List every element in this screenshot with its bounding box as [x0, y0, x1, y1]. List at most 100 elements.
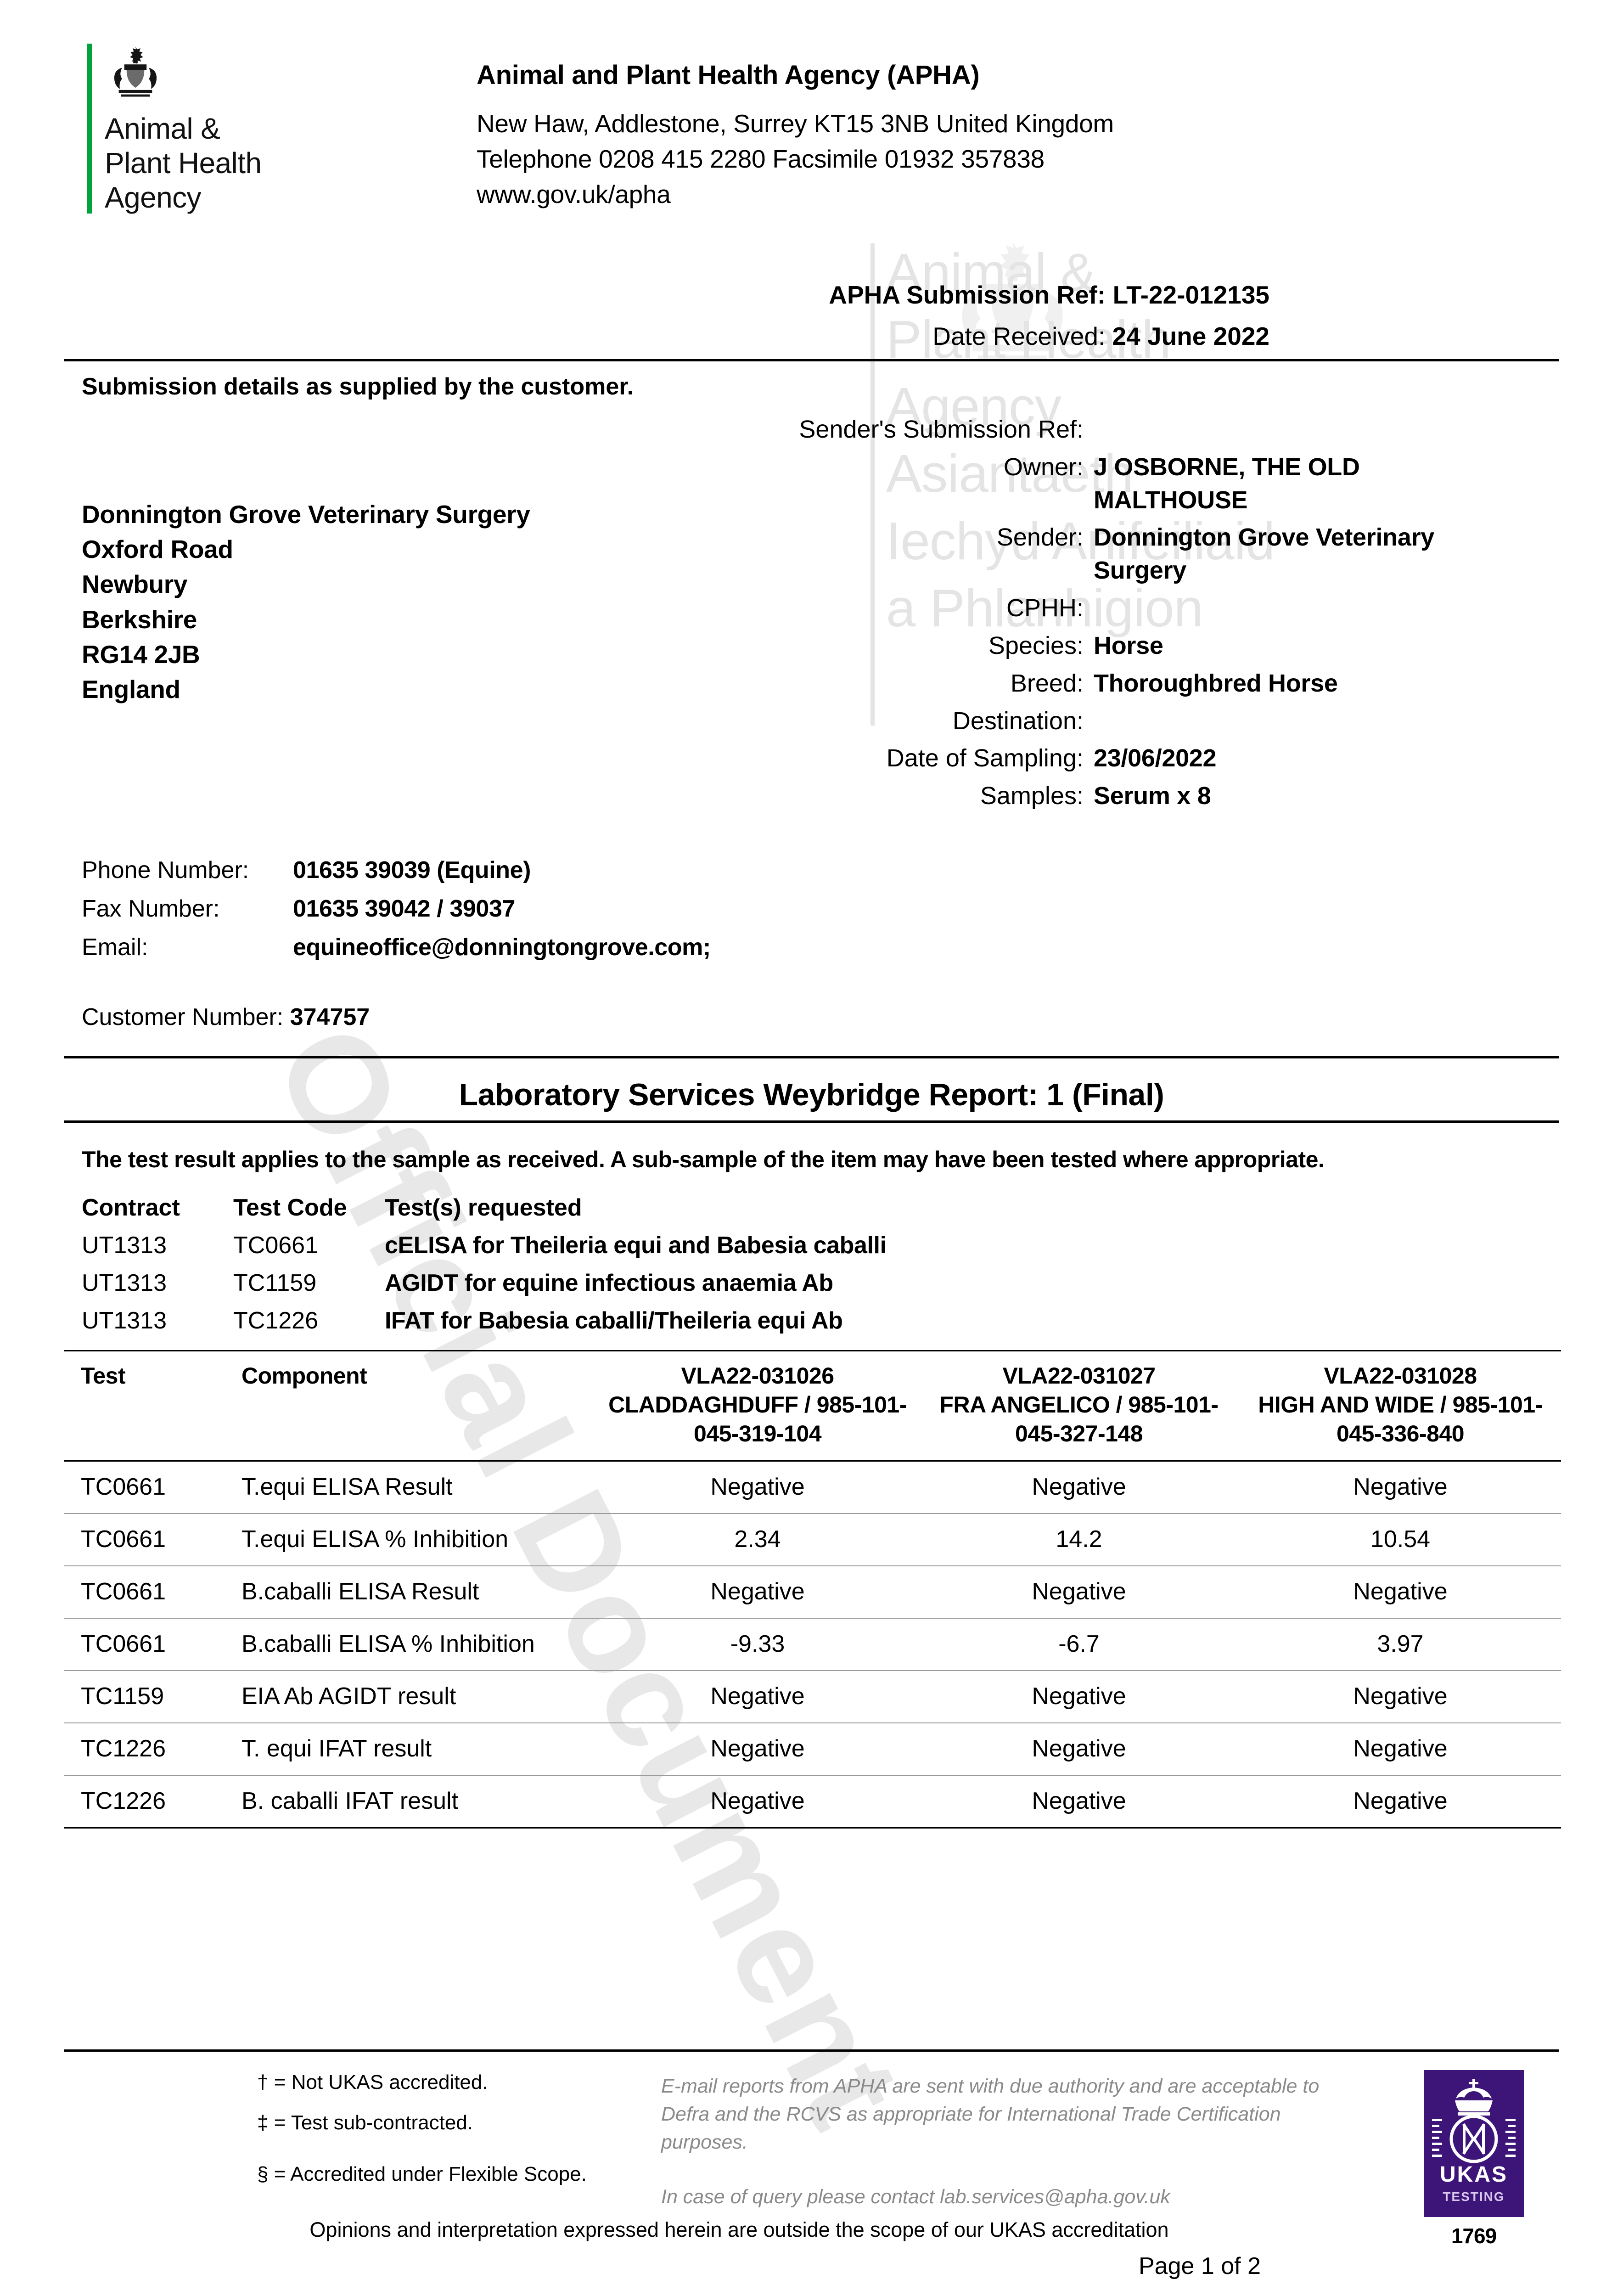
ukas-wordmark: UKAS: [1440, 2162, 1508, 2187]
results-header-row: Test Component VLA22-031026 CLADDAGHDUFF…: [64, 1350, 1561, 1462]
row-value-1: Negative: [597, 1566, 918, 1619]
submission-ref-row: APHA Submission Ref: LT-22-012135: [689, 280, 1269, 310]
row-value-1: Negative: [597, 1775, 918, 1829]
row-value-1: Negative: [597, 1461, 918, 1514]
logo-line: Plant Health: [105, 146, 262, 180]
requested-tests-list: Contract Test Code Test(s) requested UT1…: [82, 1194, 1551, 1345]
row-value-2: Negative: [918, 1461, 1240, 1514]
customer-number-row: Customer Number: 374757: [82, 1003, 370, 1031]
footer-italic-notes: E-mail reports from APHA are sent with d…: [661, 2072, 1350, 2211]
table-row: TC0661 B.caballi ELISA Result Negative N…: [64, 1566, 1561, 1619]
page-number: Page 1 of 2: [1139, 2253, 1261, 2279]
row-value-2: 14.2: [918, 1514, 1240, 1567]
detail-label: Destination:: [952, 707, 1084, 735]
contact-label: Email:: [82, 934, 148, 961]
detail-value: Serum x 8: [1094, 782, 1211, 810]
testcode-value: TC0661: [233, 1232, 318, 1259]
col-contract-header: Contract: [82, 1194, 180, 1221]
detail-row: Sender: Donnington Grove Veterinary Surg…: [735, 521, 1623, 587]
row-test-code: TC0661: [64, 1566, 225, 1619]
submission-ref-value: LT-22-012135: [1112, 281, 1269, 309]
col-tests-header: Test(s) requested: [385, 1194, 582, 1221]
detail-label: Sender's Submission Ref:: [799, 416, 1084, 443]
row-test-code: TC0661: [64, 1461, 225, 1514]
row-component: B.caballi ELISA % Inhibition: [225, 1618, 597, 1671]
detail-label: CPHH:: [1006, 594, 1084, 622]
customer-address: Donnington Grove Veterinary Surgery Oxfo…: [82, 497, 530, 707]
sample-name: FRA ANGELICO / 985-101-045-327-148: [939, 1392, 1219, 1446]
table-row: TC0661 B.caballi ELISA % Inhibition -9.3…: [64, 1618, 1561, 1671]
date-received-value: 24 June 2022: [1112, 322, 1269, 350]
test-description: cELISA for Theileria equi and Babesia ca…: [385, 1232, 887, 1259]
detail-label: Breed:: [1010, 669, 1084, 697]
submission-details-list: Sender's Submission Ref: Owner: J OSBORN…: [735, 413, 1623, 817]
detail-label: Date of Sampling:: [886, 744, 1084, 772]
test-description: IFAT for Babesia caballi/Theileria equi …: [385, 1307, 843, 1334]
address-line: Berkshire: [82, 605, 197, 634]
contract-value: UT1313: [82, 1232, 167, 1259]
submission-ref-block: APHA Submission Ref: LT-22-012135 Date R…: [689, 280, 1269, 363]
date-received-label: Date Received:: [932, 322, 1106, 350]
col-testcode-header: Test Code: [233, 1194, 347, 1221]
row-test-code: TC0661: [64, 1618, 225, 1671]
row-component: T.equi ELISA Result: [225, 1461, 597, 1514]
row-component: T. equi IFAT result: [225, 1723, 597, 1776]
row-value-1: Negative: [597, 1671, 918, 1724]
contact-email-value: equineoffice@donningtongrove.com;: [293, 934, 711, 961]
detail-value: J OSBORNE, THE OLD MALTHOUSE: [1094, 453, 1360, 514]
row-value-3: Negative: [1240, 1671, 1561, 1724]
detail-row: Breed: Thoroughbred Horse: [735, 667, 1623, 700]
sample-name: HIGH AND WIDE / 985-101-045-336-840: [1258, 1392, 1543, 1446]
row-value-2: Negative: [918, 1775, 1240, 1829]
row-value-1: -9.33: [597, 1618, 918, 1671]
ukas-accreditation-number: 1769: [1451, 2224, 1497, 2248]
logo-line: Animal &: [105, 112, 220, 145]
logo-line: Agency: [105, 180, 201, 214]
address-line: Newbury: [82, 570, 188, 599]
contact-row: Email: equineoffice@donningtongrove.com;: [82, 934, 770, 961]
row-value-2: Negative: [918, 1671, 1240, 1724]
requested-test-row: UT1313 TC1226 IFAT for Babesia caballi/T…: [82, 1307, 1551, 1334]
table-row: TC0661 T.equi ELISA % Inhibition 2.34 14…: [64, 1514, 1561, 1567]
row-component: B.caballi ELISA Result: [225, 1566, 597, 1619]
detail-row: Samples: Serum x 8: [735, 780, 1623, 813]
row-value-3: 3.97: [1240, 1618, 1561, 1671]
row-value-1: 2.34: [597, 1514, 918, 1567]
detail-label: Sender:: [996, 523, 1084, 551]
organisation-website: www.gov.uk/apha: [477, 180, 671, 208]
apha-logo-text: Animal & Plant Health Agency: [105, 112, 262, 215]
detail-label: Species:: [988, 631, 1084, 659]
ukas-mark-icon: UKAS TESTING: [1432, 2079, 1516, 2204]
submission-note: Submission details as supplied by the cu…: [82, 373, 634, 400]
row-value-1: Negative: [597, 1723, 918, 1776]
test-description: AGIDT for equine infectious anaemia Ab: [385, 1270, 833, 1296]
detail-row: Owner: J OSBORNE, THE OLD MALTHOUSE: [735, 451, 1623, 517]
detail-row: Destination:: [735, 705, 1623, 738]
table-row: TC1226 T. equi IFAT result Negative Nega…: [64, 1723, 1561, 1776]
requested-test-row: UT1313 TC0661 cELISA for Theileria equi …: [82, 1232, 1551, 1259]
results-col-sample-2: VLA22-031027 FRA ANGELICO / 985-101-045-…: [918, 1350, 1240, 1462]
contact-value: 01635 39042 / 39037: [293, 895, 515, 922]
detail-value: Thoroughbred Horse: [1094, 669, 1338, 697]
detail-value: Donnington Grove Veterinary Surgery: [1094, 523, 1435, 585]
contact-row: Phone Number: 01635 39039 (Equine): [82, 856, 770, 884]
row-component: B. caballi IFAT result: [225, 1775, 597, 1829]
row-component: T.equi ELISA % Inhibition: [225, 1514, 597, 1567]
ukas-accreditation-badge: UKAS TESTING 1769: [1419, 2070, 1529, 2248]
results-col-sample-1: VLA22-031026 CLADDAGHDUFF / 985-101-045-…: [597, 1350, 918, 1462]
contact-label: Phone Number:: [82, 857, 249, 884]
testcode-value: TC1226: [233, 1307, 318, 1334]
detail-row: Date of Sampling: 23/06/2022: [735, 742, 1623, 775]
row-value-2: Negative: [918, 1723, 1240, 1776]
contact-row: Fax Number: 01635 39042 / 39037: [82, 895, 770, 923]
row-value-3: Negative: [1240, 1566, 1561, 1619]
detail-row: CPHH:: [735, 592, 1623, 625]
contact-value: 01635 39039 (Equine): [293, 857, 531, 884]
organisation-block: Animal and Plant Health Agency (APHA) Ne…: [477, 60, 1395, 212]
detail-row: Species: Horse: [735, 630, 1623, 663]
detail-value: Horse: [1094, 631, 1163, 659]
requested-tests-header: Contract Test Code Test(s) requested: [82, 1194, 1551, 1221]
divider-footer: [64, 2049, 1559, 2052]
footer-query-contact-note: In case of query please contact lab.serv…: [661, 2186, 1170, 2208]
customer-number-value: 374757: [290, 1004, 370, 1030]
